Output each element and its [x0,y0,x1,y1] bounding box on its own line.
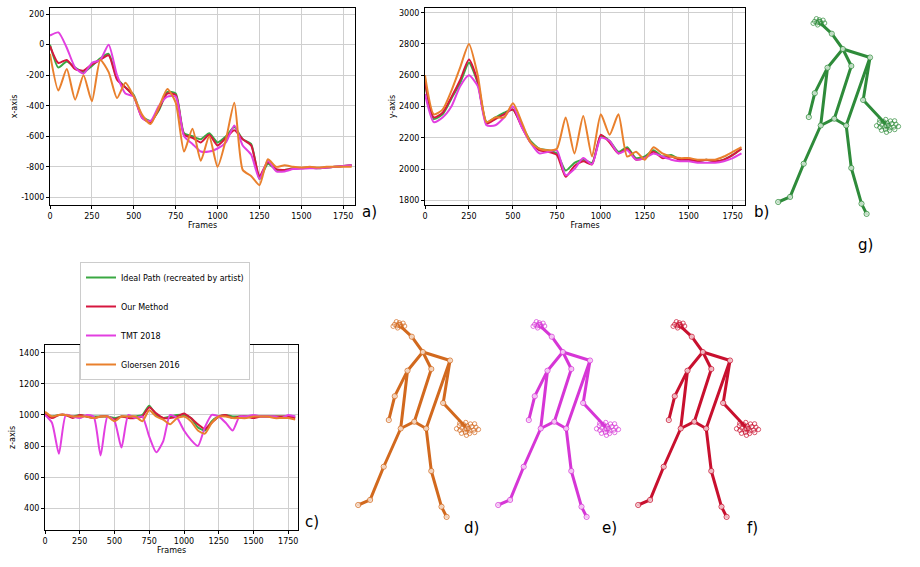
svg-text:1500: 1500 [243,537,263,546]
svg-text:0: 0 [42,537,47,546]
svg-text:-200: -200 [26,71,44,80]
svg-text:d): d) [464,519,479,537]
svg-text:Frames: Frames [188,221,217,230]
svg-text:TMT 2018: TMT 2018 [120,332,161,341]
svg-text:2600: 2600 [399,71,419,80]
svg-text:1750: 1750 [723,212,743,221]
svg-text:x-axis: x-axis [10,95,19,119]
svg-text:250: 250 [84,212,99,221]
svg-text:Frames: Frames [157,546,186,555]
svg-text:750: 750 [549,212,564,221]
svg-text:-800: -800 [26,163,44,172]
svg-text:Our Method: Our Method [121,303,168,312]
svg-text:Frames: Frames [570,221,599,230]
svg-text:1400: 1400 [19,349,39,358]
svg-text:2400: 2400 [399,102,419,111]
svg-text:200: 200 [29,10,44,19]
svg-text:-400: -400 [26,102,44,111]
svg-text:2000: 2000 [399,165,419,174]
svg-text:1200: 1200 [19,380,39,389]
svg-text:c): c) [305,513,319,531]
svg-text:-600: -600 [26,132,44,141]
svg-text:1250: 1250 [209,537,229,546]
svg-text:1000: 1000 [207,212,227,221]
svg-text:z-axis: z-axis [8,426,17,449]
svg-text:2200: 2200 [399,134,419,143]
svg-text:1500: 1500 [291,212,311,221]
svg-text:1750: 1750 [278,537,298,546]
svg-text:500: 500 [505,212,520,221]
svg-text:b): b) [754,203,769,221]
svg-text:600: 600 [24,473,39,482]
svg-text:0: 0 [39,40,44,49]
svg-text:1000: 1000 [19,411,39,420]
svg-text:1250: 1250 [635,212,655,221]
svg-text:y-axis: y-axis [388,95,397,119]
svg-text:0: 0 [422,212,427,221]
svg-text:1500: 1500 [679,212,699,221]
svg-text:750: 750 [142,537,157,546]
svg-text:Ideal Path (recreated by artis: Ideal Path (recreated by artist) [121,274,244,283]
svg-text:1750: 1750 [333,212,353,221]
svg-text:1000: 1000 [174,537,194,546]
svg-text:2800: 2800 [399,40,419,49]
svg-text:-1000: -1000 [21,193,44,202]
svg-text:3000: 3000 [399,8,419,17]
svg-text:750: 750 [168,212,183,221]
svg-text:0: 0 [47,212,52,221]
svg-text:Gloersen 2016: Gloersen 2016 [121,361,180,370]
svg-text:1250: 1250 [249,212,269,221]
svg-text:1000: 1000 [591,212,611,221]
svg-text:e): e) [602,519,617,537]
svg-text:800: 800 [24,442,39,451]
svg-text:400: 400 [24,504,39,513]
svg-text:g): g) [858,236,873,254]
svg-text:250: 250 [72,537,87,546]
svg-text:1800: 1800 [399,196,419,205]
svg-text:a): a) [362,203,377,221]
svg-text:250: 250 [461,212,476,221]
svg-text:500: 500 [107,537,122,546]
svg-text:500: 500 [126,212,141,221]
svg-text:f): f) [747,519,758,537]
